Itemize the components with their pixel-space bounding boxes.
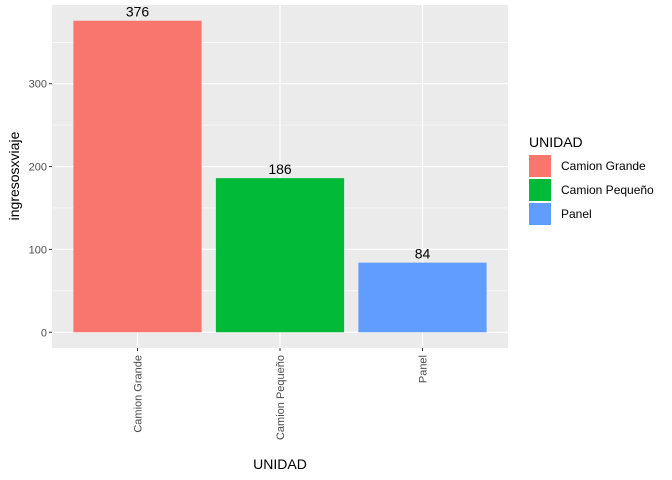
x-axis: Camion Grande Camion Pequeño Panel: [133, 348, 430, 440]
legend-label: Panel: [561, 207, 592, 221]
y-tick-label: 0: [41, 327, 47, 339]
data-label: 186: [268, 161, 292, 177]
data-label: 376: [126, 4, 150, 20]
legend-key: [529, 179, 551, 201]
x-tick-label: Camion Pequeño: [275, 355, 287, 440]
legend-key: [529, 155, 551, 177]
x-tick-label: Panel: [418, 355, 430, 383]
y-tick-label: 100: [29, 244, 47, 256]
bars: [73, 20, 487, 333]
bar: [358, 262, 487, 333]
legend: UNIDAD Camion Grande Camion Pequeño Panel: [529, 134, 654, 225]
x-tick-label: Camion Grande: [133, 355, 145, 433]
y-tick-label: 200: [29, 162, 47, 174]
bar: [73, 20, 202, 333]
legend-key: [529, 203, 551, 225]
data-label: 84: [415, 246, 431, 262]
bar: [215, 178, 345, 333]
x-axis-title: UNIDAD: [253, 456, 307, 472]
legend-label: Camion Pequeño: [561, 183, 654, 197]
legend-title: UNIDAD: [529, 134, 583, 150]
legend-label: Camion Grande: [561, 159, 646, 173]
data-labels: 376 186 84: [126, 4, 431, 262]
y-tick-label: 300: [29, 79, 47, 91]
y-axis: 0 100 200 300: [29, 79, 52, 339]
y-axis-title: ingresosxviaje: [6, 131, 22, 220]
